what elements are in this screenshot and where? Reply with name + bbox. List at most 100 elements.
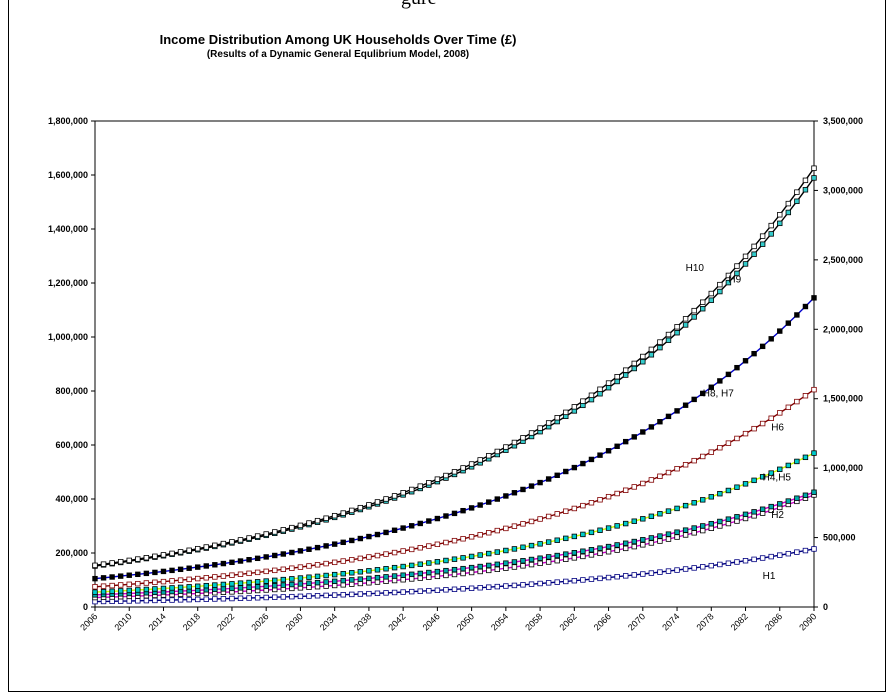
series-marker xyxy=(281,595,286,600)
series-marker xyxy=(409,487,414,492)
series-marker xyxy=(307,521,312,526)
series-marker xyxy=(264,555,269,560)
series-marker xyxy=(512,440,517,445)
series-marker xyxy=(666,338,671,343)
series-marker xyxy=(418,562,423,567)
series-marker xyxy=(735,436,740,441)
series-marker xyxy=(153,580,158,585)
series-marker xyxy=(675,330,680,335)
series-marker xyxy=(127,573,132,578)
series-marker xyxy=(692,530,697,535)
series-marker xyxy=(709,526,714,531)
series-marker xyxy=(581,399,586,404)
series-marker xyxy=(427,561,432,566)
series-marker xyxy=(332,593,337,598)
series-marker xyxy=(349,578,354,583)
series-marker xyxy=(546,514,551,519)
series-marker xyxy=(290,550,295,555)
series-marker xyxy=(666,470,671,475)
series-marker xyxy=(290,594,295,599)
series-marker xyxy=(538,561,543,566)
series-marker xyxy=(358,536,363,541)
series-marker xyxy=(452,511,457,516)
series-marker xyxy=(427,570,432,575)
series-marker xyxy=(718,519,723,524)
series-marker xyxy=(504,584,509,589)
series-marker xyxy=(264,584,269,589)
series-marker xyxy=(615,574,620,579)
series-marker xyxy=(298,549,303,554)
series-marker xyxy=(786,210,791,215)
series-marker xyxy=(589,393,594,398)
series-marker xyxy=(795,313,800,318)
series-marker xyxy=(384,566,389,571)
series-marker xyxy=(623,373,628,378)
series-marker xyxy=(452,587,457,592)
right-axis-tick-label: 500,000 xyxy=(823,533,856,543)
series-marker xyxy=(529,519,534,524)
series-marker xyxy=(752,244,757,249)
series-marker xyxy=(718,524,723,529)
series-marker xyxy=(230,560,235,565)
series-marker xyxy=(572,550,577,555)
series-marker xyxy=(135,581,140,586)
series-marker xyxy=(367,569,372,574)
series-marker xyxy=(683,567,688,572)
series-marker xyxy=(486,568,491,573)
series-marker xyxy=(307,581,312,586)
series-marker xyxy=(709,563,714,568)
series-marker xyxy=(341,571,346,576)
series-marker xyxy=(427,480,432,485)
series-marker xyxy=(581,549,586,554)
right-axis-tick-label: 1,000,000 xyxy=(823,463,863,473)
series-marker xyxy=(486,500,491,505)
series-line-h2 xyxy=(95,495,814,598)
series-marker xyxy=(683,533,688,538)
series-marker xyxy=(726,561,731,566)
series-marker xyxy=(401,549,406,554)
chart-subtitle: (Results of a Dynamic General Equlibrium… xyxy=(207,49,469,60)
series-marker xyxy=(623,546,628,551)
series-marker xyxy=(692,500,697,505)
left-axis-tick-label: 400,000 xyxy=(55,494,88,504)
series-marker xyxy=(512,524,517,529)
series-label: H9 xyxy=(728,274,741,285)
x-axis-tick-label: 2054 xyxy=(489,611,510,632)
series-marker xyxy=(204,597,209,602)
series-marker xyxy=(666,414,671,419)
series-marker xyxy=(187,566,192,571)
series-marker xyxy=(315,562,320,567)
series-marker xyxy=(598,497,603,502)
series-marker xyxy=(187,597,192,602)
series-marker xyxy=(144,581,149,586)
series-marker xyxy=(769,232,774,237)
series-marker xyxy=(700,524,705,529)
series-marker xyxy=(478,564,483,569)
series-marker xyxy=(375,532,380,537)
series-marker xyxy=(444,473,449,478)
series-marker xyxy=(529,557,534,562)
series-marker xyxy=(135,557,140,562)
series-marker xyxy=(623,521,628,526)
series-marker xyxy=(281,583,286,588)
series-marker xyxy=(581,503,586,508)
series-marker xyxy=(752,557,757,562)
series-marker xyxy=(392,550,397,555)
right-axis-tick-label: 2,000,000 xyxy=(823,324,863,334)
series-marker xyxy=(718,445,723,450)
series-marker xyxy=(238,538,243,543)
series-marker xyxy=(135,572,140,577)
series-marker xyxy=(529,484,534,489)
series-marker xyxy=(546,421,551,426)
series-marker xyxy=(769,504,774,509)
series-marker xyxy=(760,344,765,349)
series-marker xyxy=(563,557,568,562)
series-marker xyxy=(589,457,594,462)
series-marker xyxy=(230,586,235,591)
series-marker xyxy=(272,578,277,583)
series-marker xyxy=(777,467,782,472)
series-marker xyxy=(401,564,406,569)
series-marker xyxy=(307,575,312,580)
series-marker xyxy=(777,329,782,334)
series-marker xyxy=(598,576,603,581)
